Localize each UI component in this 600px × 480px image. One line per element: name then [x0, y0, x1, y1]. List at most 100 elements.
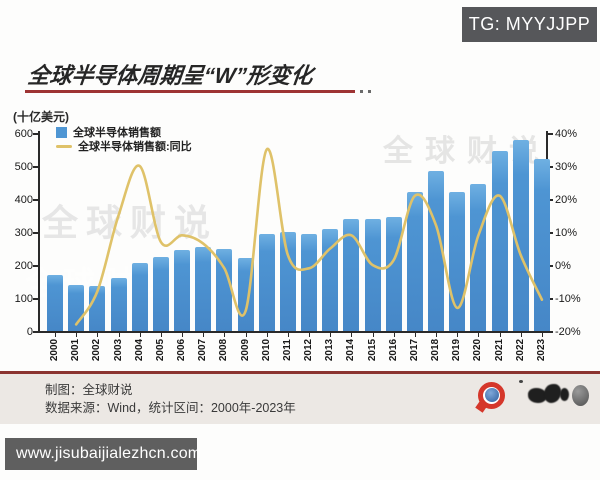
sales-bar-swatch-icon	[56, 126, 67, 138]
x-label-2021: 2021	[493, 338, 505, 362]
sales-bar-2013	[322, 228, 339, 331]
x-label-2011: 2011	[281, 339, 293, 361]
x-label-2002: 2002	[91, 338, 103, 362]
left-axis-tick-label: 300	[14, 226, 33, 239]
x-label-2017: 2017	[408, 338, 420, 362]
sales-bar-2016	[385, 217, 402, 331]
x-label-2015: 2015	[366, 338, 378, 362]
right-axis-tick-label: 10%	[555, 226, 578, 239]
telegram-badge-text: TG: MYYJJPP	[468, 14, 591, 34]
left-axis-tick-label: 100	[14, 292, 33, 305]
title-underline	[25, 90, 355, 93]
x-axis-tick	[436, 332, 438, 337]
x-axis-tick	[76, 332, 78, 337]
x-axis-tick	[520, 332, 522, 337]
right-axis-tick	[547, 331, 553, 333]
x-label-2009: 2009	[239, 338, 251, 362]
x-axis-tick	[414, 332, 416, 337]
sales-bar-2000	[47, 274, 63, 331]
x-axis-tick	[541, 332, 543, 337]
x-axis-tick	[97, 332, 99, 337]
x-label-2010: 2010	[260, 338, 272, 362]
sales-bar-2009	[237, 258, 254, 331]
sales-bar-2012	[301, 233, 318, 331]
right-axis-tick	[547, 298, 553, 300]
sales-bar-2022	[512, 139, 529, 331]
sales-bar-2019	[449, 192, 466, 331]
sales-bar-2010	[258, 233, 275, 331]
x-axis-tick	[457, 332, 459, 337]
x-axis-tick	[287, 332, 289, 337]
legend-yoy-label: 全球半导体销售额:同比	[78, 141, 192, 153]
x-axis-tick	[118, 332, 120, 337]
sales-bar-2011	[279, 232, 296, 331]
yoy-line-swatch-icon	[56, 144, 72, 148]
left-axis-tick-label: 400	[14, 193, 33, 206]
x-axis-tick	[55, 332, 56, 337]
sales-bar-2015	[364, 218, 381, 331]
x-axis-tick	[330, 332, 332, 337]
x-axis-tick	[478, 332, 480, 337]
right-axis-tick-label: 40%	[555, 127, 578, 140]
right-axis-tick-label: 20%	[555, 193, 578, 206]
sales-bar-2023	[533, 159, 550, 331]
right-axis-tick-label: -10%	[555, 292, 581, 305]
blurred-logo-mark	[544, 384, 561, 403]
left-axis-tick	[33, 199, 38, 201]
chart-legend: 全球半导体销售额 全球半导体销售额:同比	[56, 125, 192, 153]
footer-source-text: 数据来源：Wind，统计区间：2000年-2023年	[45, 401, 296, 415]
legend-item-sales: 全球半导体销售额	[56, 125, 192, 139]
x-axis-tick	[351, 332, 353, 337]
left-axis-tick	[33, 331, 38, 333]
x-label-2005: 2005	[154, 338, 166, 362]
sales-bar-2007	[195, 246, 212, 331]
x-axis-tick	[393, 332, 395, 337]
blurred-logo-mark	[560, 388, 569, 401]
left-axis-tick-label: 500	[14, 160, 33, 173]
blurred-logo-mark	[519, 380, 523, 383]
sales-bar-2018	[428, 170, 445, 331]
left-axis-tick	[33, 298, 38, 300]
x-label-2018: 2018	[430, 338, 442, 362]
right-axis-tick	[547, 265, 553, 267]
footer-separator-line	[0, 371, 600, 374]
left-axis-tick	[33, 265, 38, 267]
website-url-text: www.jisubaijialezhcn.com	[16, 445, 202, 462]
x-label-2016: 2016	[387, 338, 399, 362]
left-axis-tick	[33, 133, 38, 135]
x-label-2008: 2008	[218, 338, 230, 362]
footer-credit-text: 制图：全球财说	[45, 383, 133, 397]
x-label-2022: 2022	[514, 338, 526, 362]
x-label-2007: 2007	[197, 338, 209, 362]
x-label-2000: 2000	[49, 338, 60, 362]
sales-bar-2008	[216, 248, 233, 331]
globe-icon	[485, 388, 499, 402]
x-axis-tick	[245, 332, 247, 337]
left-axis-tick-label: 600	[14, 127, 33, 140]
right-axis-tick	[547, 166, 553, 168]
right-axis-tick-label: -20%	[555, 325, 581, 338]
x-axis-line	[38, 331, 548, 333]
telegram-badge: TG: MYYJJPP	[462, 7, 597, 42]
right-axis-tick	[547, 133, 553, 135]
right-axis-tick-label: 0%	[555, 259, 571, 272]
right-axis-tick-label: 30%	[555, 160, 578, 173]
x-label-2004: 2004	[133, 338, 145, 362]
x-label-2014: 2014	[345, 338, 357, 362]
sales-bar-2017	[406, 192, 423, 331]
x-label-2023: 2023	[535, 338, 547, 362]
sales-bar-2021	[491, 151, 508, 331]
left-axis-tick	[33, 166, 38, 168]
x-axis-tick	[203, 332, 205, 337]
underline-dots	[368, 90, 371, 93]
sales-bar-2003	[110, 278, 127, 331]
legend-sales-label: 全球半导体销售额	[73, 127, 161, 139]
x-axis-tick	[309, 332, 311, 337]
underline-dots	[360, 90, 363, 93]
x-axis-tick	[160, 332, 162, 337]
left-axis-line	[38, 131, 40, 331]
website-url-watermark: www.jisubaijialezhcn.com	[5, 438, 201, 470]
x-axis-tick	[224, 332, 226, 337]
sales-bar-2001	[68, 284, 85, 331]
